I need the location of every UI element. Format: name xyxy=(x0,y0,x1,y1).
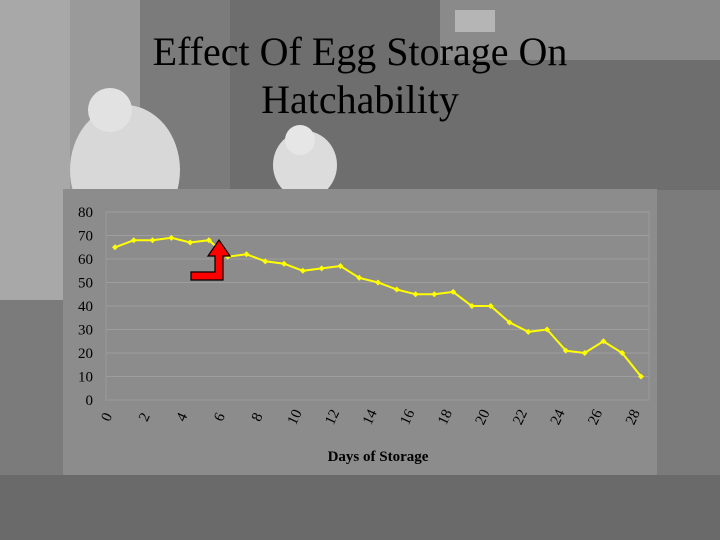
y-tick-label: 60 xyxy=(78,252,93,268)
data-point-marker xyxy=(431,291,438,298)
data-point-marker xyxy=(205,237,212,244)
x-tick-label: 4 xyxy=(174,410,192,424)
data-point-marker xyxy=(638,373,644,380)
x-tick-label: 28 xyxy=(623,407,644,427)
data-point-marker xyxy=(525,328,532,335)
slide-title: Effect Of Egg Storage On Hatchability xyxy=(60,28,660,124)
y-axis: 0 10 20 30 40 50 60 70 80 xyxy=(78,205,93,409)
x-axis-title: Days of Storage xyxy=(328,449,429,465)
data-point-marker xyxy=(318,265,325,272)
data-point-marker xyxy=(412,291,419,298)
data-point-marker xyxy=(243,251,250,258)
data-point-marker xyxy=(262,258,269,265)
data-point-marker xyxy=(281,260,288,267)
slide-title-line-2: Hatchability xyxy=(261,77,459,122)
x-tick-label: 14 xyxy=(360,407,381,428)
data-point-marker xyxy=(544,326,551,333)
y-tick-label: 70 xyxy=(78,229,93,245)
data-point-marker xyxy=(450,288,457,295)
data-point-marker xyxy=(187,239,194,246)
y-tick-label: 0 xyxy=(86,393,94,409)
x-tick-label: 12 xyxy=(322,407,343,427)
x-tick-label: 8 xyxy=(249,411,267,425)
y-tick-label: 20 xyxy=(78,346,93,362)
y-tick-label: 50 xyxy=(78,276,93,292)
data-point-marker xyxy=(393,286,400,293)
x-tick-label: 20 xyxy=(473,407,494,427)
series-points xyxy=(112,234,644,380)
x-tick-label: 2 xyxy=(136,411,154,425)
data-point-marker xyxy=(337,263,344,270)
red-arrow-icon xyxy=(190,238,232,281)
data-point-marker xyxy=(619,350,626,356)
x-axis: 0 2 4 6 8 10 12 14 16 18 20 22 24 26 28 xyxy=(99,407,644,428)
data-point-marker xyxy=(299,267,306,274)
data-point-marker xyxy=(487,303,494,309)
data-point-marker xyxy=(224,253,231,260)
x-tick-label: 10 xyxy=(285,407,306,427)
x-tick-label: 6 xyxy=(211,410,229,424)
data-point-marker xyxy=(112,244,118,251)
data-point-marker xyxy=(600,338,607,345)
data-point-marker xyxy=(149,237,156,244)
data-point-marker xyxy=(375,279,381,286)
data-point-marker xyxy=(130,237,137,244)
x-tick-label: 16 xyxy=(398,407,419,428)
x-tick-label: 22 xyxy=(510,407,531,427)
y-tick-label: 30 xyxy=(78,323,93,339)
chart-panel: 0 10 20 30 40 50 60 70 80 0 2 4 6 8 10 12 14 16 18 20 22 24 2… xyxy=(63,189,657,475)
x-tick-label: 0 xyxy=(99,411,117,425)
data-point-marker xyxy=(168,234,175,241)
y-tick-label: 80 xyxy=(78,205,93,221)
data-point-marker xyxy=(468,303,475,309)
data-point-marker xyxy=(506,319,513,326)
slide-title-line-1: Effect Of Egg Storage On xyxy=(152,29,568,74)
x-tick-label: 26 xyxy=(585,407,606,428)
y-tick-label: 40 xyxy=(78,299,93,315)
x-tick-label: 24 xyxy=(548,407,569,428)
x-tick-label: 18 xyxy=(435,407,456,427)
data-point-marker xyxy=(356,274,363,281)
data-point-marker xyxy=(581,350,588,356)
data-point-marker xyxy=(562,347,569,354)
y-tick-label: 10 xyxy=(78,370,93,386)
